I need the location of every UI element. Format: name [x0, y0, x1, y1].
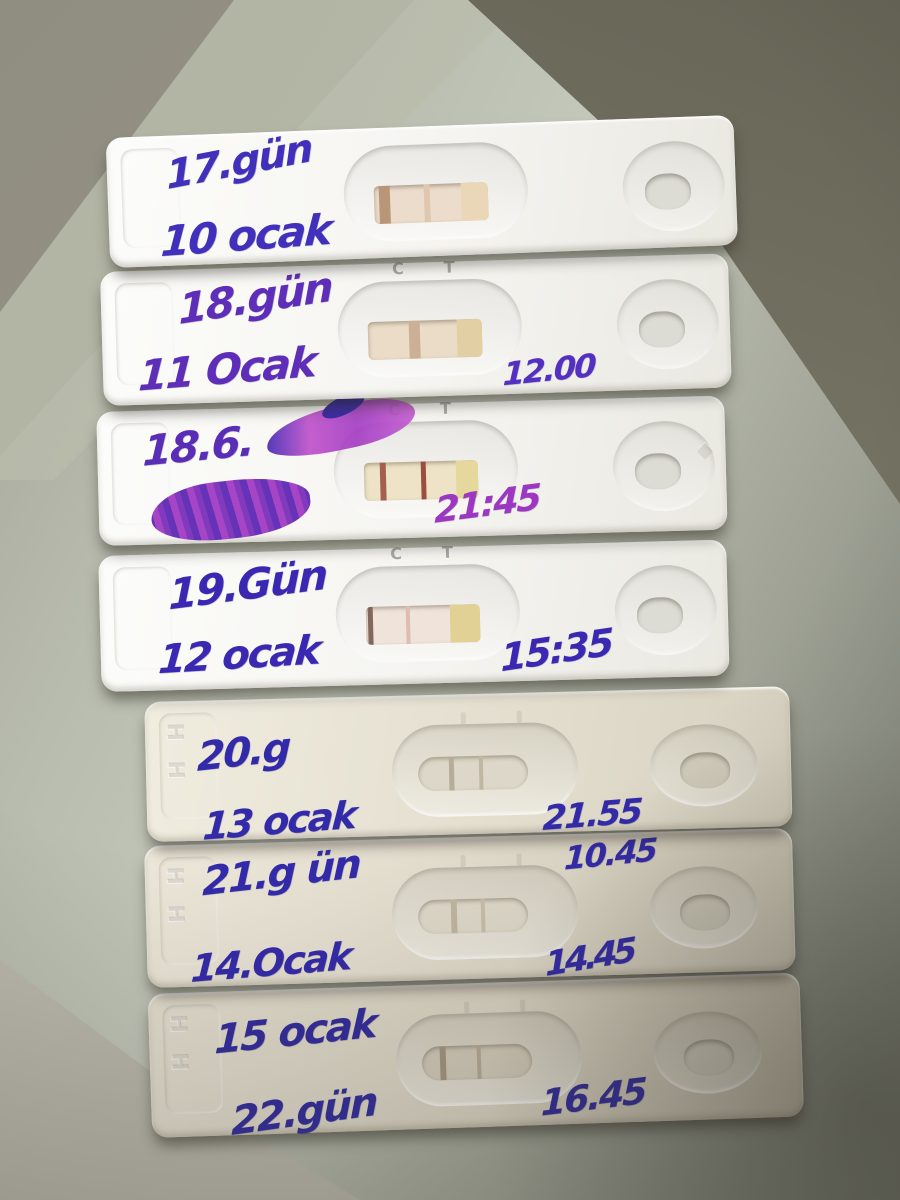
molded-tick	[516, 853, 522, 866]
sample-well-hole	[679, 893, 731, 932]
sample-well-hole	[644, 172, 692, 211]
sample-well	[615, 277, 721, 371]
handwritten-date: 12 ocak	[156, 627, 322, 684]
test-line	[420, 461, 427, 500]
test-line	[478, 755, 484, 790]
molded-h-mark: H	[161, 866, 187, 886]
handwritten-time: 15:35	[500, 619, 613, 681]
t-label: T	[443, 257, 455, 277]
test-line	[423, 184, 431, 223]
scribbled-out-time	[148, 471, 314, 548]
control-line	[367, 606, 375, 645]
sample-well-hole	[638, 310, 686, 349]
handwritten-day: 18.6.	[141, 416, 255, 476]
molded-tick	[516, 710, 522, 723]
result-window	[367, 318, 483, 361]
sample-well-hole	[636, 596, 684, 634]
handwritten-time: 12.00	[502, 346, 596, 394]
control-line	[408, 320, 422, 359]
t-label: T	[439, 398, 452, 419]
result-window	[421, 1043, 533, 1081]
control-line	[439, 1046, 447, 1081]
molded-h-mark: H	[166, 1051, 192, 1072]
test-cassette-3: CT 18.6. 21:45	[96, 390, 728, 548]
strip-tint	[460, 182, 489, 222]
handwritten-date: 10 ocak	[159, 204, 333, 267]
result-window-recess	[336, 277, 524, 379]
test-line	[405, 605, 412, 644]
result-window-recess	[334, 563, 522, 664]
handwritten-day: 17.gün	[165, 125, 313, 199]
molded-h-mark: H	[162, 760, 188, 780]
c-label: C	[391, 259, 405, 279]
handwritten-day: 22.gün	[231, 1079, 377, 1145]
sample-well	[613, 563, 718, 657]
result-window	[373, 182, 489, 225]
sample-well	[652, 1009, 764, 1096]
sample-well	[648, 864, 760, 950]
sample-well	[621, 139, 727, 234]
control-line	[450, 899, 458, 934]
sample-well-hole	[634, 452, 682, 490]
molded-tick	[464, 1001, 470, 1014]
c-label: C	[390, 544, 403, 564]
handwritten-time: 21.55	[541, 791, 643, 839]
handwritten-time-morning: 10.45	[563, 830, 657, 878]
molded-tick	[460, 855, 466, 868]
result-window-recess	[342, 140, 530, 244]
result-window	[417, 897, 529, 935]
molded-tick	[520, 999, 526, 1012]
t-label: T	[441, 542, 454, 563]
control-line	[448, 756, 455, 791]
sample-well	[649, 723, 759, 808]
handwritten-day: 21.g ün	[201, 841, 361, 906]
molded-h-mark: H	[165, 1013, 191, 1034]
strip-tint	[449, 604, 481, 643]
strip-tint	[456, 318, 483, 358]
result-window	[365, 604, 481, 646]
molded-h-mark: H	[161, 722, 187, 742]
result-window	[417, 754, 529, 792]
handwritten-day: 19.Gün	[168, 549, 327, 620]
molded-h-mark: H	[162, 904, 188, 924]
handwritten-date: 15 ocak	[213, 1000, 377, 1064]
control-line	[378, 185, 391, 225]
sample-well	[611, 419, 717, 513]
molded-tick	[460, 712, 466, 725]
control-line	[379, 462, 387, 501]
test-cassette-1: 17.gün 10 ocak	[105, 115, 738, 268]
handwritten-day: 20.g	[196, 724, 290, 781]
sample-well-hole	[683, 1038, 735, 1077]
sample-well-hole	[679, 751, 731, 789]
test-line	[480, 898, 486, 933]
handwritten-day: 18.gün	[178, 262, 332, 334]
test-line	[476, 1045, 483, 1080]
